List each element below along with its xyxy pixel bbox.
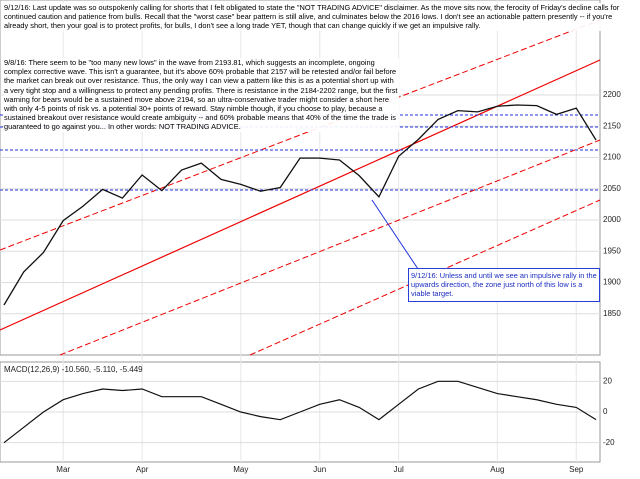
channel-line	[0, 59, 601, 331]
y-tick-label: 2050	[603, 184, 621, 193]
x-tick-label: Apr	[136, 465, 149, 474]
macd-title: MACD(12,26,9) -10.560, -5.110, -5.449	[4, 365, 143, 374]
annotation: 9/8/16: There seem to be "too many new l…	[4, 58, 399, 132]
price-line	[3, 104, 597, 306]
channel-line	[0, 19, 601, 251]
price-panel	[0, 0, 601, 356]
y-tick-label: 20	[603, 376, 612, 385]
pointer-arrow	[371, 199, 421, 273]
y-tick-label: 2000	[603, 215, 621, 224]
y-tick-label: 1900	[603, 278, 621, 287]
annotation: 9/12/16: Unless and until we see an impu…	[408, 268, 600, 302]
channel-line	[59, 139, 601, 356]
y-tick-label: 2100	[603, 153, 621, 162]
y-tick-label: 1950	[603, 246, 621, 255]
x-tick-label: Mar	[56, 465, 70, 474]
x-tick-label: Jul	[394, 465, 404, 474]
y-tick-label: -20	[603, 438, 615, 447]
y-tick-label: 1850	[603, 309, 621, 318]
x-tick-label: Aug	[490, 465, 504, 474]
y-tick-label: 2150	[603, 121, 621, 130]
x-tick-label: May	[233, 465, 248, 474]
annotation: 9/12/16: Last update was so outspokenly …	[4, 3, 632, 31]
x-tick-label: Sep	[569, 465, 584, 474]
x-tick-label: Jun	[313, 465, 326, 474]
y-tick-label: 0	[603, 407, 608, 416]
y-tick-label: 2200	[603, 90, 621, 99]
macd-line	[3, 380, 597, 444]
